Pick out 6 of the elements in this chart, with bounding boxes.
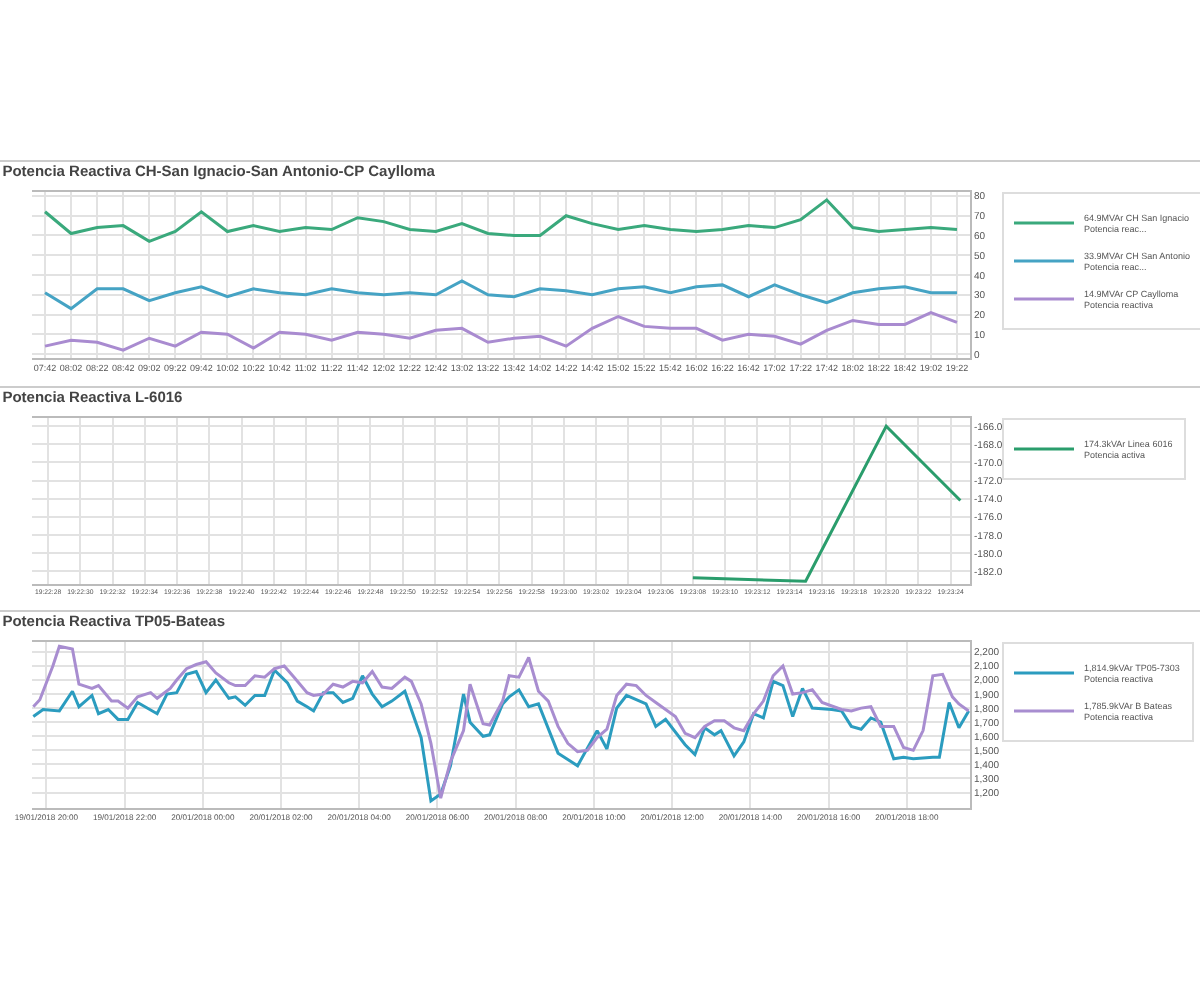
line-series: [32, 644, 970, 800]
line-series: [43, 279, 959, 311]
line-series: [43, 198, 959, 243]
line-series: [32, 668, 970, 803]
line-series: [43, 311, 959, 352]
line-series: [691, 424, 962, 583]
